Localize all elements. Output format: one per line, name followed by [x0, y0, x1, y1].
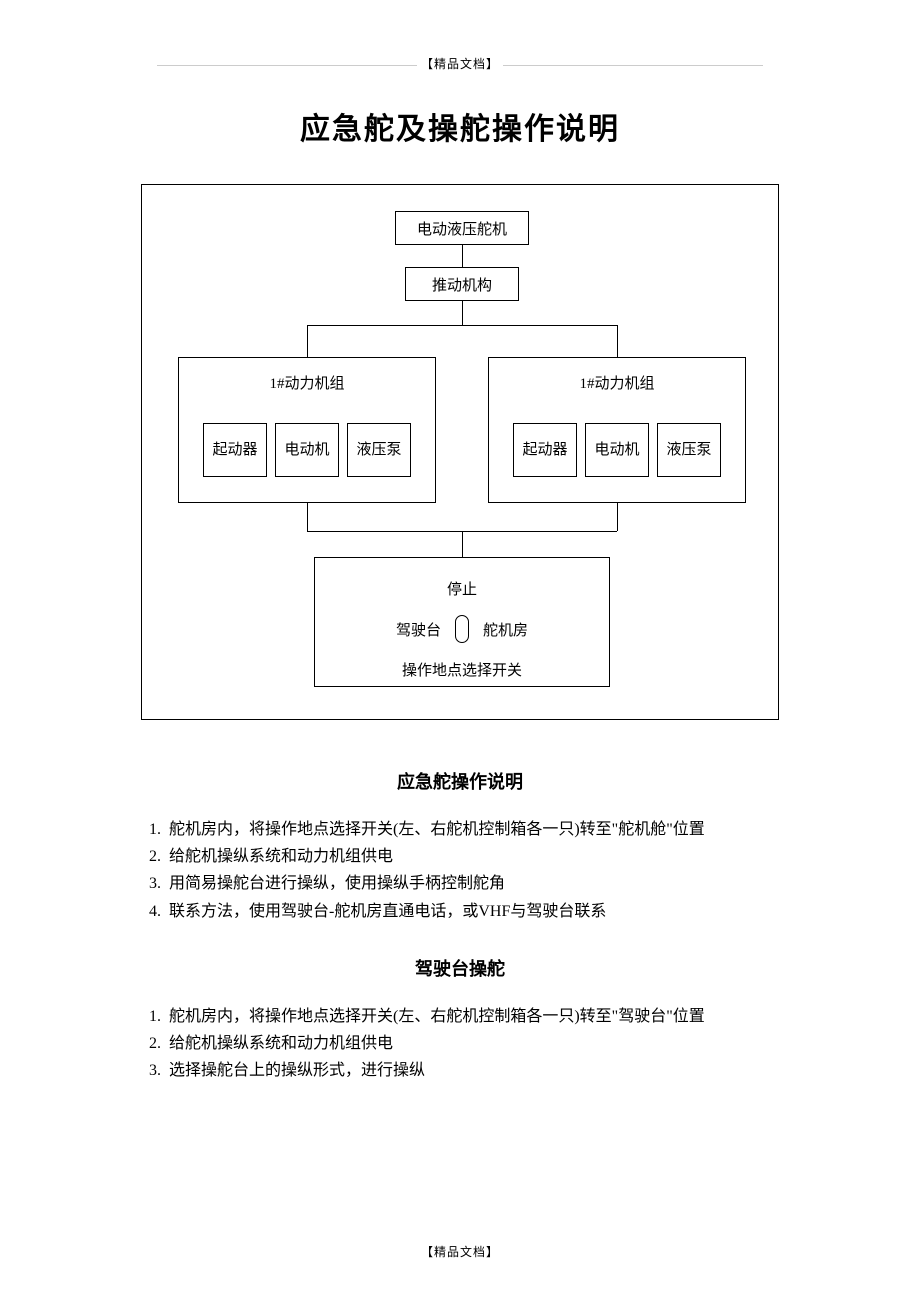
- list-item: 用简易操舵台进行操纵，使用操纵手柄控制舵角: [165, 870, 785, 897]
- sub-motor: 电动机: [275, 423, 339, 477]
- connector: [307, 503, 308, 531]
- selector-inner: 停止 驾驶台 舵机房 操作地点选择开关: [315, 564, 609, 680]
- list-item: 舵机房内，将操作地点选择开关(左、右舵机控制箱各一只)转至"驾驶台"位置: [165, 1003, 785, 1030]
- diagram-container: 电动液压舵机 推动机构 1#动力机组 起动器 电动机 液压泵 1#动力机组 起动…: [141, 184, 779, 720]
- connector: [307, 325, 308, 357]
- section2-list: 舵机房内，将操作地点选择开关(左、右舵机控制箱各一只)转至"驾驶台"位置 给舵机…: [135, 1003, 785, 1085]
- node-mid: 推动机构: [405, 267, 519, 301]
- power-group-left: 1#动力机组 起动器 电动机 液压泵: [178, 357, 436, 503]
- node-top: 电动液压舵机: [395, 211, 529, 245]
- connector: [462, 531, 463, 557]
- group-left-title: 1#动力机组: [179, 372, 435, 393]
- switch-icon: [455, 615, 469, 643]
- list-item: 给舵机操纵系统和动力机组供电: [165, 1030, 785, 1057]
- list-item: 给舵机操纵系统和动力机组供电: [165, 843, 785, 870]
- header-text: 【精品文档】: [421, 57, 499, 71]
- sub-starter: 起动器: [203, 423, 267, 477]
- connector: [617, 325, 618, 357]
- selector-box: 停止 驾驶台 舵机房 操作地点选择开关: [314, 557, 610, 687]
- connector: [617, 503, 618, 531]
- sub-pump: 液压泵: [347, 423, 411, 477]
- selector-switch-row: 驾驶台 舵机房: [315, 615, 609, 643]
- sub-motor: 电动机: [585, 423, 649, 477]
- selector-left-label: 驾驶台: [396, 619, 441, 640]
- section2-title: 驾驶台操舵: [135, 955, 785, 981]
- connector: [462, 245, 463, 267]
- sub-pump: 液压泵: [657, 423, 721, 477]
- selector-label: 操作地点选择开关: [315, 659, 609, 680]
- selector-stop-label: 停止: [315, 578, 609, 599]
- list-item: 联系方法，使用驾驶台-舵机房直通电话，或VHF与驾驶台联系: [165, 898, 785, 925]
- selector-right-label: 舵机房: [483, 619, 528, 640]
- power-group-right: 1#动力机组 起动器 电动机 液压泵: [488, 357, 746, 503]
- connector: [307, 325, 617, 326]
- header-tag: 【精品文档】: [135, 55, 785, 72]
- footer-tag: 【精品文档】: [0, 1243, 920, 1260]
- sub-starter: 起动器: [513, 423, 577, 477]
- section1-list: 舵机房内，将操作地点选择开关(左、右舵机控制箱各一只)转至"舵机舱"位置 给舵机…: [135, 816, 785, 925]
- sub-row: 起动器 电动机 液压泵: [489, 423, 745, 477]
- sub-row: 起动器 电动机 液压泵: [179, 423, 435, 477]
- list-item: 舵机房内，将操作地点选择开关(左、右舵机控制箱各一只)转至"舵机舱"位置: [165, 816, 785, 843]
- section1-title: 应急舵操作说明: [135, 768, 785, 794]
- connector: [462, 301, 463, 325]
- main-title: 应急舵及操舵操作说明: [135, 104, 785, 148]
- list-item: 选择操舵台上的操纵形式，进行操纵: [165, 1057, 785, 1084]
- page: 【精品文档】 应急舵及操舵操作说明 电动液压舵机 推动机构 1#动力机组 起动器…: [0, 0, 920, 1124]
- group-right-title: 1#动力机组: [489, 372, 745, 393]
